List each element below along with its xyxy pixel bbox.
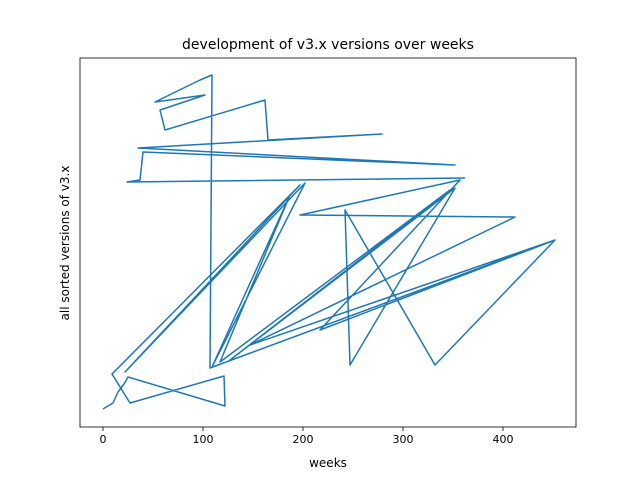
- x-tick-label: 200: [293, 433, 314, 446]
- x-axis-label: weeks: [309, 456, 347, 470]
- y-axis-label: all sorted versions of v3.x: [58, 166, 72, 321]
- x-tick-label: 0: [100, 433, 107, 446]
- axes-frame: [79, 57, 577, 428]
- data-line: [102, 74, 556, 410]
- x-tick-label: 100: [193, 433, 214, 446]
- x-tick-label: 300: [393, 433, 414, 446]
- chart-title: development of v3.x versions over weeks: [182, 37, 474, 53]
- x-tick-label: 400: [493, 433, 514, 446]
